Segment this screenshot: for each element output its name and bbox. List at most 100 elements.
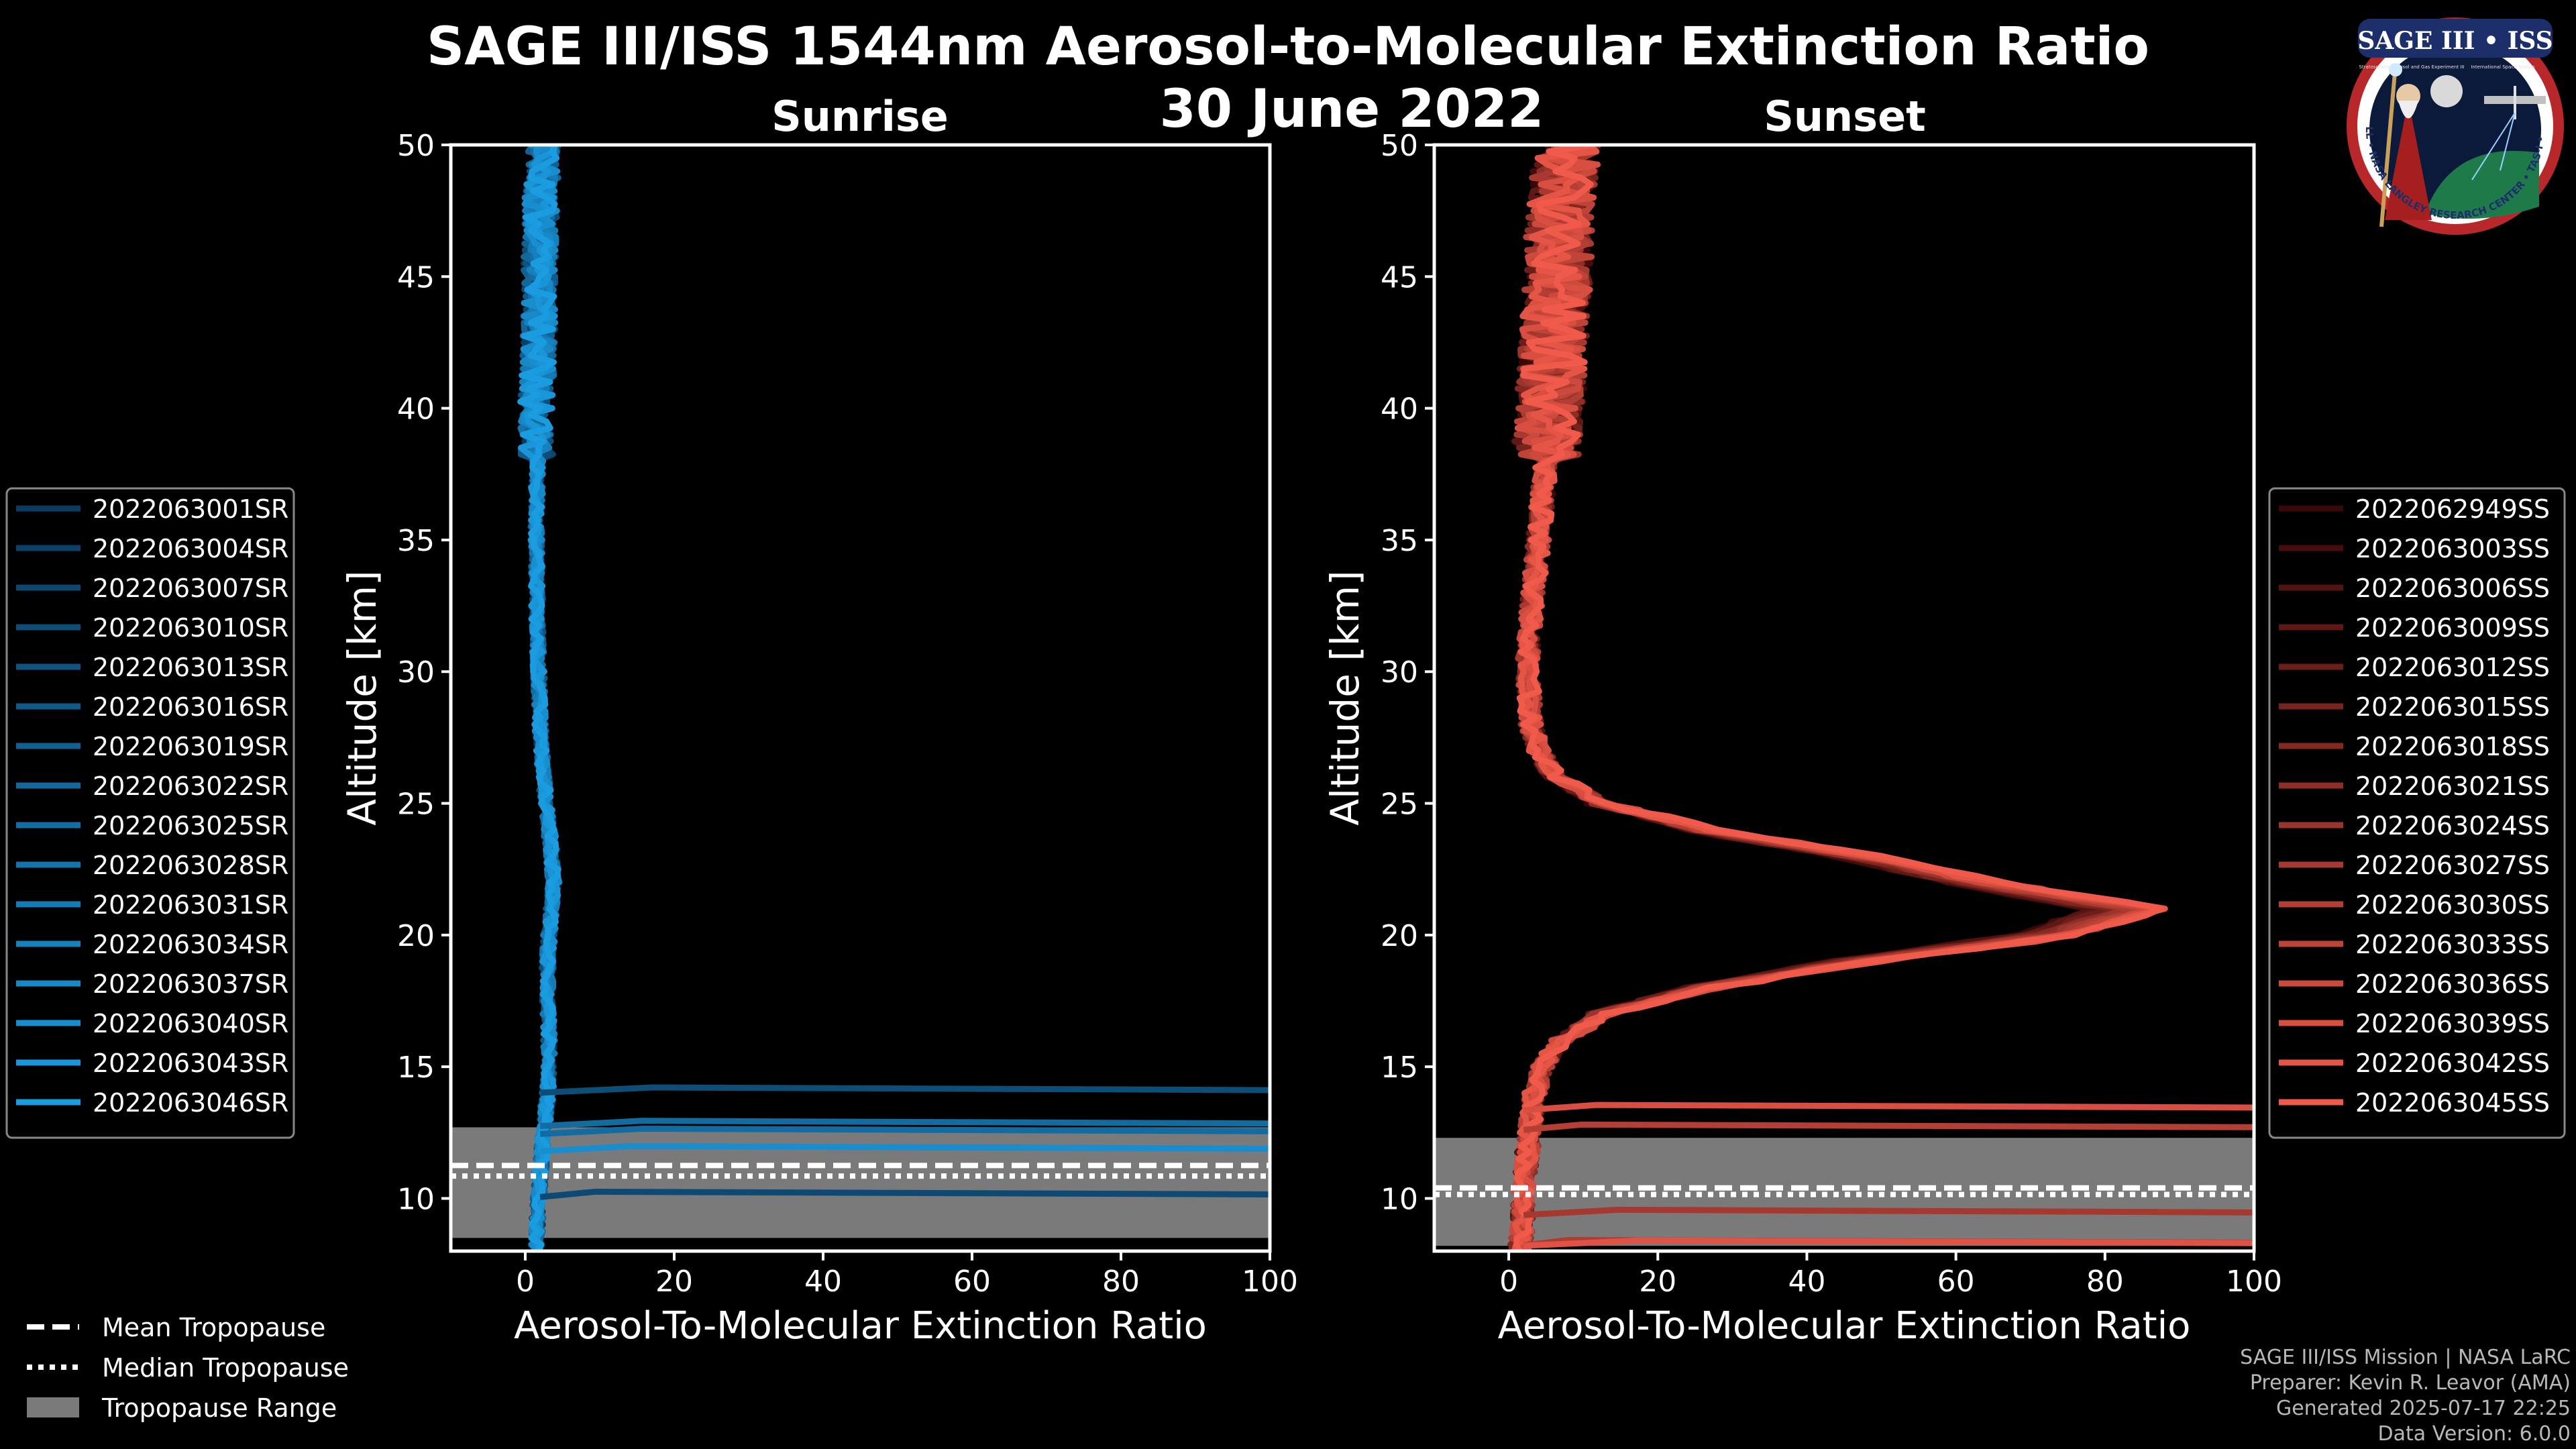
footer-generated: Generated 2025-07-17 22:25 <box>2275 1397 2571 1420</box>
x-tick-label: 20 <box>655 1265 693 1299</box>
y-tick-label: 20 <box>397 919 435 953</box>
x-tick-label: 40 <box>1788 1265 1825 1299</box>
legend-label: 2022063037SR <box>93 969 288 999</box>
x-tick-label: 0 <box>516 1265 535 1299</box>
legend-label: 2022063001SR <box>93 494 288 524</box>
y-tick-label: 30 <box>397 655 435 690</box>
legend-label: 2022063016SR <box>93 692 288 722</box>
tropopause-legend: Mean Tropopause Median Tropopause Tropop… <box>27 1313 349 1423</box>
logo-wizard-beard <box>2398 101 2418 119</box>
logo-wizard-robe <box>2385 99 2432 220</box>
legend-label: 2022063030SS <box>2355 890 2550 920</box>
logo-staff-orb <box>2389 63 2402 76</box>
legend-label: 2022063034SR <box>93 930 288 959</box>
y-tick-label: 45 <box>1381 260 1418 294</box>
y-tick-label: 15 <box>397 1051 435 1085</box>
legend-label: 2022063036SS <box>2355 969 2550 999</box>
y-tick-label: 10 <box>397 1182 435 1216</box>
legend-label: 2022063045SS <box>2355 1088 2550 1118</box>
legend-label: 2022063042SS <box>2355 1049 2550 1078</box>
y-tick-label: 10 <box>1381 1182 1418 1216</box>
profile-line <box>539 1084 1270 1096</box>
legend-range-label: Tropopause Range <box>101 1393 337 1423</box>
legend-box <box>2268 487 2566 1139</box>
profile-lines <box>517 145 1270 1251</box>
footer-preparer: Preparer: Kevin R. Leavor (AMA) <box>2249 1371 2571 1395</box>
legend-label: 2022063015SS <box>2355 692 2550 722</box>
x-tick-label: 60 <box>1937 1265 1975 1299</box>
profile-line <box>1513 145 2165 1251</box>
legend-range-swatch <box>27 1397 79 1417</box>
y-tick-label: 35 <box>397 524 435 558</box>
x-tick-label: 40 <box>804 1265 842 1299</box>
legend-mean-label: Mean Tropopause <box>102 1313 325 1342</box>
legend-label: 2022063024SS <box>2355 811 2550 841</box>
plot-area <box>451 145 1270 1251</box>
logo-left-text: Stratospheric Aerosol and Gas Experiment… <box>2359 64 2464 70</box>
x-axis-label: Aerosol-To-Molecular Extinction Ratio <box>514 1304 1207 1348</box>
logo-title: SAGE III • ISS <box>2357 27 2553 55</box>
legend-label: 2022063018SS <box>2355 732 2550 761</box>
logo-moon <box>2430 75 2463 107</box>
profile-line <box>1523 1237 2254 1249</box>
plot-frame <box>1432 143 2256 1253</box>
logo-beam-2 <box>2500 112 2516 171</box>
profile-lines <box>1507 145 2254 1251</box>
x-tick-label: 100 <box>1242 1265 1298 1299</box>
x-tick-label: 0 <box>1499 1265 1518 1299</box>
logo-title-band <box>2358 19 2553 58</box>
legend-label: 2022063027SS <box>2355 851 2550 880</box>
logo-iss-panel-left <box>2484 96 2514 104</box>
footer-data-version: Data Version: 6.0.0 <box>2377 1422 2571 1446</box>
y-tick-label: 20 <box>1381 919 1418 953</box>
legend-label: 2022063021SS <box>2355 771 2550 801</box>
y-tick-label: 35 <box>1381 524 1418 558</box>
y-axis-label: Altitude [km] <box>339 570 385 825</box>
legend-label: 2022063019SR <box>93 732 288 761</box>
x-tick-label: 20 <box>1639 1265 1676 1299</box>
y-tick-label: 25 <box>1381 788 1418 822</box>
y-tick-label: 40 <box>1381 392 1418 427</box>
legend-label: 2022063040SR <box>93 1009 288 1038</box>
logo-staff <box>2379 72 2397 227</box>
legend-label: 2022063010SR <box>93 613 288 643</box>
sub-title: 30 June 2022 <box>1159 79 1544 140</box>
legend-label: 2022063006SS <box>2355 574 2550 603</box>
footer-mission: SAGE III/ISS Mission | NASA LaRC <box>2240 1346 2571 1369</box>
legend-label: 2022063028SR <box>93 851 288 880</box>
profile-line <box>517 145 561 1251</box>
legend-label: 2022063022SR <box>93 771 288 801</box>
legend-label: 2022063043SR <box>93 1049 288 1078</box>
logo-right-text: International Space Station <box>2471 64 2534 70</box>
sunrise-panel: 0 20 40 60 80 100 10 15 20 25 30 35 40 45 50 Sunrise Aer… <box>5 92 1298 1348</box>
logo-iss-panel-right <box>2516 96 2546 104</box>
legend-label: 2022063031SR <box>93 890 288 920</box>
y-tick-label: 50 <box>397 129 435 163</box>
legend-box <box>5 487 295 1139</box>
profile-line <box>539 1118 1270 1130</box>
profile-line <box>1523 1206 2254 1218</box>
y-tick-label: 40 <box>397 392 435 427</box>
profile-line <box>539 1189 1270 1200</box>
x-tick-label: 80 <box>1102 1265 1140 1299</box>
logo-earth <box>2425 150 2539 219</box>
profile-line <box>1513 145 2166 1251</box>
plot-frame <box>449 143 1272 1253</box>
y-tick-label: 15 <box>1381 1051 1418 1085</box>
sunset-panel: 0 20 40 60 80 100 10 15 20 25 30 35 40 45 50 Sunset Aero… <box>1322 92 2566 1348</box>
legend-label: 2022063033SS <box>2355 930 2550 959</box>
x-tick-label: 100 <box>2226 1265 2282 1299</box>
tropopause-range-band <box>1434 1138 2254 1246</box>
legend-label: 2022063007SR <box>93 574 288 603</box>
profile-line <box>539 1142 1270 1155</box>
profile-line <box>1523 1121 2254 1133</box>
legend-label: 2022063003SS <box>2355 534 2550 564</box>
series-legend: 2022062949SS 2022063003SS 2022063006SS 2022… <box>2268 487 2566 1139</box>
legend-label: 2022062949SS <box>2355 494 2550 524</box>
legend-label: 2022063012SS <box>2355 653 2550 682</box>
legend-label: 2022063046SR <box>93 1088 288 1118</box>
legend-median-label: Median Tropopause <box>102 1353 349 1383</box>
x-tick-label: 80 <box>2086 1265 2124 1299</box>
legend-label: 2022063009SS <box>2355 613 2550 643</box>
panel-title: Sunset <box>1764 92 1926 141</box>
